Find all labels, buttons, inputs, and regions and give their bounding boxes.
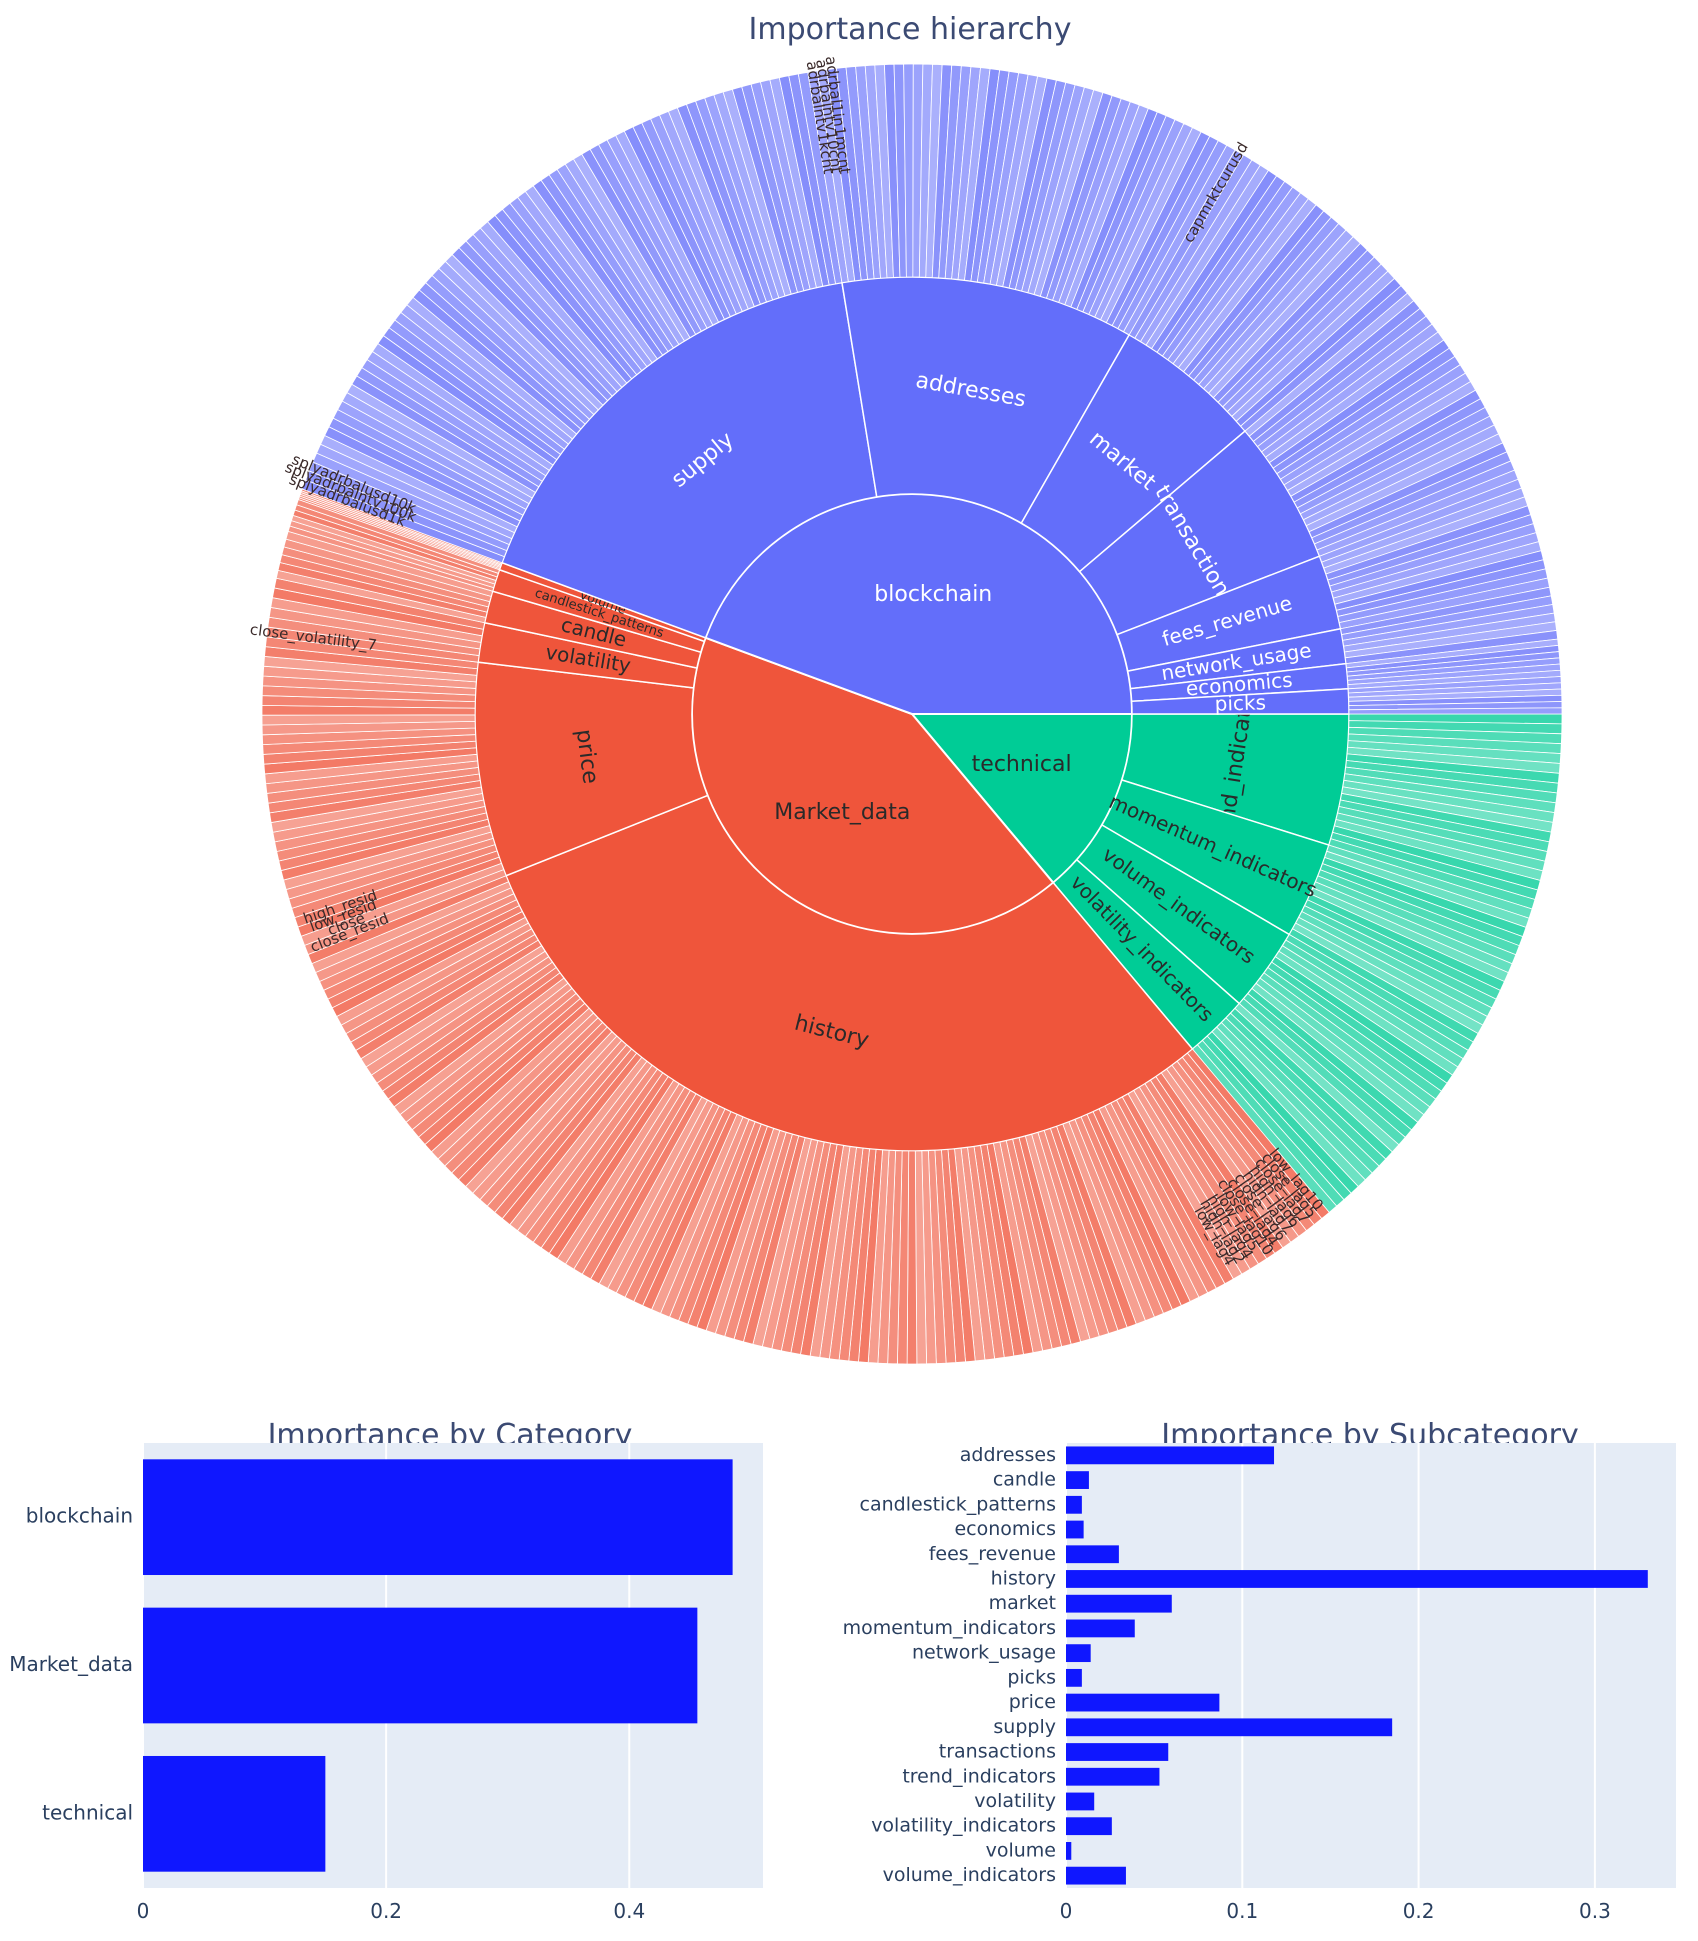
x-tick-label: 0 bbox=[1060, 1899, 1073, 1923]
bar-blockchain[interactable] bbox=[143, 1459, 733, 1576]
category-bar-chart: 0 0.2 0.4 technical Market_data blockchain bbox=[9, 1443, 763, 1923]
sunburst-subcategory-label-picks: picks bbox=[1214, 690, 1266, 715]
sunburst-title: Importance hierarchy bbox=[748, 12, 1072, 47]
y-tick-label-price: price bbox=[1009, 1691, 1056, 1713]
sunburst-category-label-market-data: Market_data bbox=[774, 800, 910, 825]
sunburst-category-label-blockchain: blockchain bbox=[874, 582, 992, 607]
y-tick-label-economics: economics bbox=[954, 1518, 1056, 1540]
x-tick-label: 0.3 bbox=[1579, 1899, 1611, 1923]
bar-price[interactable] bbox=[1066, 1693, 1220, 1712]
bar-momentum-indicators[interactable] bbox=[1066, 1619, 1135, 1638]
y-tick-label-volatility-indicators: volatility_indicators bbox=[871, 1815, 1056, 1837]
bar-volume[interactable] bbox=[1066, 1842, 1072, 1860]
y-tick-label-addresses: addresses bbox=[960, 1444, 1056, 1466]
bar-transactions[interactable] bbox=[1066, 1743, 1169, 1761]
y-tick-label-history: history bbox=[991, 1567, 1056, 1589]
bar-candle[interactable] bbox=[1066, 1471, 1089, 1489]
y-tick-label-market: market bbox=[989, 1592, 1056, 1614]
bar-network-usage[interactable] bbox=[1066, 1644, 1091, 1663]
y-tick-label-blockchain: blockchain bbox=[26, 1504, 133, 1528]
y-tick-label-candle: candle bbox=[993, 1469, 1056, 1491]
bar-candlestick-patterns[interactable] bbox=[1066, 1495, 1082, 1514]
y-tick-label-network-usage: network_usage bbox=[912, 1642, 1056, 1664]
bar-market-data[interactable] bbox=[143, 1607, 698, 1724]
y-tick-label-technical: technical bbox=[42, 1800, 133, 1824]
bar-addresses[interactable] bbox=[1066, 1446, 1275, 1465]
bar-volume-indicators[interactable] bbox=[1066, 1866, 1126, 1885]
sunburst-feature-slice[interactable] bbox=[1348, 707, 1563, 715]
bar-picks[interactable] bbox=[1066, 1668, 1082, 1687]
bar-volatility[interactable] bbox=[1066, 1792, 1095, 1811]
sunburst-chart: trend_indicatorsmomentum_indicatorsvolum… bbox=[249, 55, 1563, 1365]
bar-supply[interactable] bbox=[1066, 1718, 1393, 1737]
y-tick-label-candlestick-patterns: candlestick_patterns bbox=[860, 1493, 1056, 1515]
bar-technical[interactable] bbox=[143, 1755, 326, 1872]
sunburst-category-label-technical: technical bbox=[972, 752, 1072, 777]
x-tick-label: 0.1 bbox=[1226, 1899, 1258, 1923]
y-tick-label-market-data: Market_data bbox=[9, 1652, 133, 1676]
y-tick-label-fees-revenue: fees_revenue bbox=[929, 1543, 1056, 1565]
y-tick-label-volatility: volatility bbox=[974, 1790, 1056, 1812]
x-tick-label: 0 bbox=[137, 1899, 150, 1923]
bar-volatility-indicators[interactable] bbox=[1066, 1817, 1112, 1836]
plot-area bbox=[1066, 1443, 1676, 1888]
y-tick-label-supply: supply bbox=[993, 1716, 1056, 1738]
y-tick-label-volume-indicators: volume_indicators bbox=[883, 1864, 1056, 1886]
y-tick-label-momentum-indicators: momentum_indicators bbox=[843, 1617, 1056, 1639]
bar-history[interactable] bbox=[1066, 1570, 1648, 1588]
bar-economics[interactable] bbox=[1066, 1520, 1084, 1539]
y-tick-label-volume: volume bbox=[986, 1839, 1056, 1861]
y-tick-label-picks: picks bbox=[1007, 1666, 1056, 1688]
bar-fees-revenue[interactable] bbox=[1066, 1545, 1119, 1564]
x-tick-label: 0.2 bbox=[1403, 1899, 1435, 1923]
x-tick-label: 0.2 bbox=[370, 1899, 402, 1923]
bar-trend-indicators[interactable] bbox=[1066, 1767, 1160, 1786]
subcategory-bar-chart: 0 0.1 0.2 0.3volume_indicatorsvolumevolatil… bbox=[843, 1443, 1676, 1923]
bar-market[interactable] bbox=[1066, 1594, 1172, 1613]
y-tick-label-transactions: transactions bbox=[939, 1741, 1056, 1763]
x-tick-label: 0.4 bbox=[613, 1899, 645, 1923]
y-tick-label-trend-indicators: trend_indicators bbox=[902, 1765, 1056, 1787]
